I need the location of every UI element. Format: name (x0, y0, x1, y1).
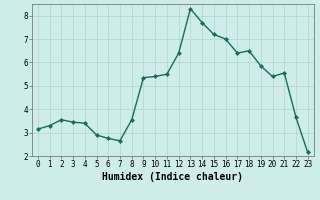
X-axis label: Humidex (Indice chaleur): Humidex (Indice chaleur) (102, 172, 243, 182)
